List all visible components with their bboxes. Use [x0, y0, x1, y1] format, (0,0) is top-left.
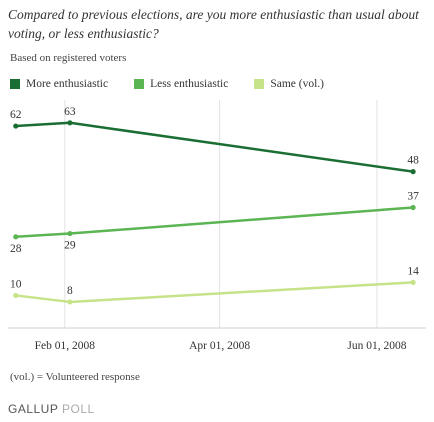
series-line-2 — [15, 281, 414, 304]
data-label-2-2: 14 — [407, 265, 419, 277]
gallup-poll-logo: GALLUP POLL — [8, 402, 95, 416]
series-line-1 — [15, 206, 414, 239]
footnote: (vol.) = Volunteered response — [10, 371, 140, 383]
legend-swatch-more — [10, 79, 20, 89]
legend: More enthusiastic Less enthusiastic Same… — [10, 78, 350, 90]
data-label-2-0: 10 — [10, 278, 22, 290]
x-tick-label-0: Feb 01, 2008 — [35, 340, 96, 352]
data-label-0-2: 48 — [407, 155, 419, 167]
legend-swatch-less — [134, 79, 145, 89]
data-label-0-1: 63 — [64, 106, 76, 118]
chart-subtitle: Based on registered voters — [10, 52, 127, 64]
data-point-1-0 — [13, 234, 19, 240]
legend-label-same: Same (vol.) — [270, 78, 324, 90]
data-label-1-2: 37 — [407, 190, 419, 202]
data-point-0-0 — [13, 123, 19, 129]
data-label-0-0: 62 — [10, 109, 22, 121]
series-line-0 — [15, 121, 414, 173]
brand-part2: POLL — [61, 402, 95, 416]
data-point-1-1 — [67, 230, 73, 237]
data-label-1-0: 28 — [10, 243, 22, 255]
data-point-0-1 — [67, 120, 73, 126]
data-label-1-1: 29 — [64, 240, 76, 252]
brand-part1: GALLUP — [8, 402, 59, 416]
legend-label-less: Less enthusiastic — [150, 78, 229, 90]
legend-label-more: More enthusiastic — [26, 78, 109, 90]
legend-item-more: More enthusiastic — [10, 78, 108, 90]
data-point-0-2 — [410, 169, 416, 175]
data-point-2-1 — [67, 299, 73, 305]
x-tick-label-2: Jun 01, 2008 — [347, 340, 406, 352]
x-tick-label-1: Apr 01, 2008 — [189, 340, 250, 352]
chart-title: Compared to previous elections, are you … — [8, 7, 419, 41]
legend-item-same: Same (vol.) — [254, 78, 324, 90]
data-point-2-2 — [410, 279, 416, 285]
legend-swatch-same — [254, 79, 265, 89]
data-label-2-1: 8 — [67, 285, 73, 297]
data-point-2-0 — [13, 292, 19, 299]
data-point-1-2 — [410, 204, 416, 211]
legend-item-less: Less enthusiastic — [134, 78, 228, 90]
